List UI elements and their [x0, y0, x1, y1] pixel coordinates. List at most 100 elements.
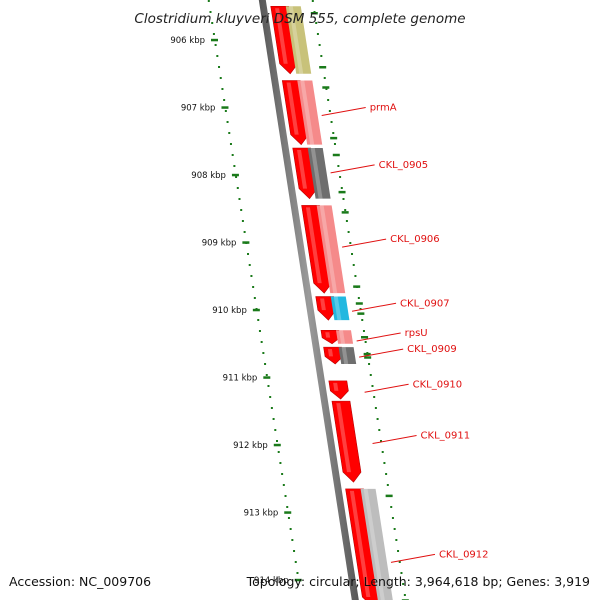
- scale-dot: [247, 253, 250, 255]
- feature-dot: [373, 396, 376, 398]
- scale-dot: [228, 132, 231, 134]
- feature-tick: [338, 190, 346, 194]
- genome-summary-text: Topology: circular; Length: 3,964,618 bp…: [246, 574, 590, 589]
- scale-tick: [294, 578, 302, 582]
- scale-dot: [229, 143, 232, 145]
- scale-dot: [281, 473, 284, 475]
- feature-dot: [339, 176, 342, 178]
- feature-tick: [357, 312, 365, 315]
- scale-dot: [264, 363, 267, 365]
- scale-dot: [262, 352, 265, 354]
- feature-dot: [381, 451, 384, 453]
- feature-dot: [393, 528, 396, 530]
- feature-dot: [386, 484, 389, 486]
- scale-dot: [214, 44, 217, 46]
- gene-label: CKL_0912: [439, 549, 489, 560]
- scale-tick-label: 914 kbp: [254, 576, 289, 586]
- feature-dot: [354, 275, 357, 277]
- scale-dot: [221, 88, 224, 90]
- scale-dot: [284, 495, 287, 497]
- scale-dot: [277, 451, 280, 453]
- scale-dot: [270, 407, 273, 409]
- scale-dot: [276, 440, 278, 442]
- scale-tick-label: 906 kbp: [170, 36, 205, 46]
- feature-dot: [311, 0, 314, 2]
- scale-dot: [293, 550, 296, 552]
- gene-highlight: [297, 150, 308, 189]
- feature-dot: [395, 539, 398, 541]
- backbone-line: [258, 0, 359, 600]
- feature-dot: [344, 209, 347, 211]
- feature-highlight: [300, 80, 315, 145]
- gene-highlight: [349, 490, 371, 597]
- gene-label-leader: [351, 302, 397, 312]
- gene-label-leader: [330, 164, 375, 174]
- scale-dot: [279, 462, 282, 464]
- feature-tick: [364, 356, 372, 359]
- feature-dot: [323, 77, 326, 79]
- scale-dot: [274, 429, 277, 431]
- scale-ticks: 906 kbp 907 kbp 908 kbp 909 kbp 910 kbp 911 k…: [170, 36, 302, 586]
- feature-dot: [330, 121, 333, 123]
- scale-dot: [257, 319, 260, 321]
- feature-tick: [355, 302, 363, 305]
- genome-backbone: [258, 0, 359, 600]
- gene-label: CKL_0906: [390, 234, 440, 245]
- gene-highlight: [320, 298, 326, 311]
- feature-dot: [378, 429, 381, 431]
- gene-highlight: [325, 332, 331, 338]
- scale-dot: [235, 176, 238, 178]
- scale-tick-label: 911 kbp: [223, 374, 258, 384]
- feature-dot: [351, 253, 354, 255]
- gene-label-leader: [342, 238, 387, 248]
- scale-tick-label: 913 kbp: [244, 509, 279, 519]
- scale-tick: [231, 173, 239, 177]
- feature-tick: [385, 494, 393, 498]
- feature-dot: [380, 440, 382, 442]
- feature-dot: [345, 220, 348, 222]
- scale-dot: [216, 55, 219, 57]
- gene-labels: prmA CKL_0905 CKL_0906 CKL_0907 rpsU CKL_0909…: [321, 103, 489, 563]
- gene-highlight: [286, 82, 299, 135]
- scale-dot: [223, 99, 226, 101]
- gene-label-leader: [364, 383, 409, 393]
- feature-dot: [403, 594, 406, 596]
- scale-dot: [248, 264, 251, 266]
- feature-dot: [376, 418, 379, 420]
- feature-tick: [319, 66, 327, 69]
- feature-bar: [338, 347, 357, 364]
- feature-dot: [362, 330, 365, 332]
- feature-dot: [357, 297, 360, 299]
- scale-dot: [294, 561, 297, 563]
- scale-dot: [231, 154, 234, 156]
- gene-track: [270, 5, 381, 600]
- gene-label: prmA: [370, 103, 397, 114]
- feature-dot: [352, 264, 355, 266]
- feature-dot: [364, 341, 367, 343]
- gene-label: CKL_0910: [413, 379, 463, 390]
- feature-dot: [325, 88, 328, 90]
- feature-highlight: [341, 347, 349, 364]
- feature-dot: [332, 132, 335, 134]
- scale-tick: [273, 443, 281, 447]
- scale-dot: [272, 418, 275, 420]
- scale-dot: [286, 506, 289, 508]
- scale-dot: [258, 330, 261, 332]
- scale-dot: [243, 231, 246, 233]
- feature-highlight: [310, 148, 323, 199]
- gene-label: CKL_0907: [400, 298, 450, 309]
- feature-dot: [385, 473, 388, 475]
- feature-tick: [341, 211, 349, 214]
- scale-dot: [265, 374, 268, 376]
- scale-dot: [253, 297, 256, 299]
- feature-dot: [397, 550, 400, 552]
- feature-dot: [320, 55, 323, 57]
- gene-label: CKL_0909: [407, 344, 457, 355]
- gene-arrow: [328, 380, 349, 400]
- feature-track: [285, 6, 409, 600]
- gene-label-leader: [390, 553, 436, 563]
- feature-dot: [359, 308, 362, 310]
- feature-highlight: [333, 296, 342, 321]
- feature-tick: [361, 336, 369, 339]
